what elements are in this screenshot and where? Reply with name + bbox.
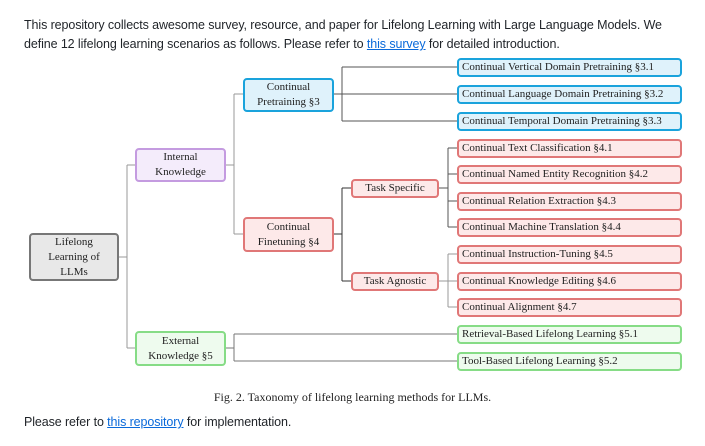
node-continual-finetuning: Continual Finetuning §4 [243,217,334,252]
leaf-node: Retrieval-Based Lifelong Learning §5.1 [457,325,682,344]
node-external-knowledge: External Knowledge §5 [135,331,226,366]
leaf-node: Continual Language Domain Pretraining §3… [457,85,682,104]
leaf-node: Tool-Based Lifelong Learning §5.2 [457,352,682,371]
footer-after: for implementation. [183,415,292,429]
leaf-node: Continual Instruction-Tuning §4.5 [457,245,682,264]
leaf-node: Continual Alignment §4.7 [457,298,682,317]
leaf-node: Continual Temporal Domain Pretraining §3… [457,112,682,131]
leaf-node: Continual Relation Extraction §4.3 [457,192,682,211]
intro-line-1: This repository collects awesome survey,… [24,18,662,32]
figure-caption: Fig. 2. Taxonomy of lifelong learning me… [213,390,492,404]
intro-line-2: define 12 lifelong learning scenarios as… [24,35,560,54]
footer-before: Please refer to [24,415,108,429]
intro-text-end: for detailed introduction. [425,37,560,51]
node-task-agnostic: Task Agnostic [351,272,439,291]
node-continual-pretraining: Continual Pretraining §3 [243,78,334,112]
intro-text: define 12 lifelong learning scenarios as… [24,37,367,51]
leaf-node: Continual Text Classification §4.1 [457,139,682,158]
repository-link[interactable]: this repository [107,415,184,429]
leaf-node: Continual Knowledge Editing §4.6 [457,272,682,291]
leaf-node: Continual Vertical Domain Pretraining §3… [457,58,682,77]
node-task-specific: Task Specific [351,179,439,198]
leaf-node: Continual Machine Translation §4.4 [457,218,682,237]
footer-text: Please refer to this repository for impl… [24,413,291,432]
survey-link[interactable]: this survey [366,37,426,51]
node-root: Lifelong Learning of LLMs [29,233,119,281]
node-internal-knowledge: Internal Knowledge [135,148,226,182]
leaf-node: Continual Named Entity Recognition §4.2 [457,165,682,184]
